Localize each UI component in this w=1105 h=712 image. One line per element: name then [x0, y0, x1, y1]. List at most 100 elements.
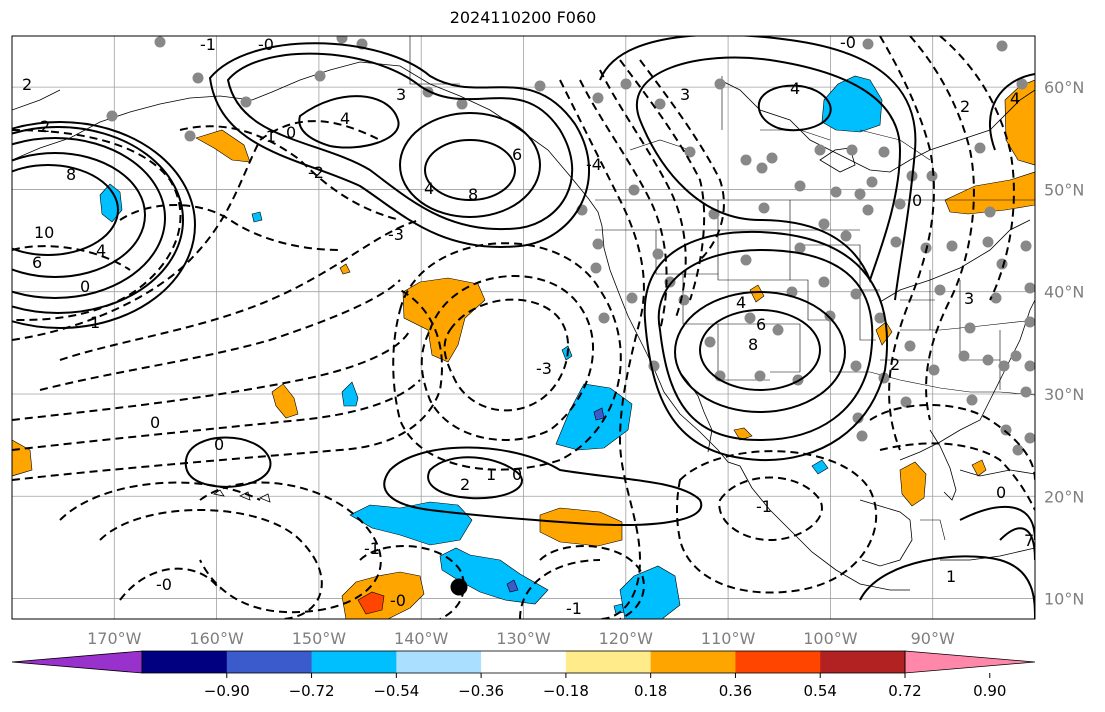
- contour-label: 1: [90, 313, 100, 332]
- contour-label: 6: [32, 253, 42, 272]
- contour-label: 4: [340, 109, 350, 128]
- station-marker: [818, 276, 830, 288]
- station-marker: [754, 370, 766, 382]
- station-marker: [850, 288, 862, 300]
- station-marker: [862, 204, 874, 216]
- station-marker: [714, 78, 726, 90]
- shading-negative: [99, 75, 883, 619]
- contour-label: 8: [748, 335, 758, 354]
- contour-label: 2: [460, 475, 470, 494]
- longitude-tick-label: 170°W: [87, 629, 142, 648]
- station-marker: [862, 38, 874, 50]
- contour-label: 8: [66, 165, 76, 184]
- contour-label: -0: [840, 33, 856, 52]
- colorbar-tick-label: 0.90: [973, 682, 1006, 700]
- contour-label: 3: [680, 85, 690, 104]
- station-marker: [652, 248, 664, 260]
- contour-label: -0: [156, 575, 172, 594]
- longitude-labels: 170°W 160°W 150°W 140°W 130°W 120°W 110°W 100°W…: [87, 629, 955, 648]
- colorbar-tick-label: −0.54: [373, 682, 419, 700]
- colorbar-tick-label: −0.90: [204, 682, 250, 700]
- colorbar-extend-high: [904, 650, 1036, 674]
- station-marker: [534, 80, 546, 92]
- station-marker: [106, 110, 118, 122]
- contour-label: -1: [260, 127, 276, 146]
- contour-label: 0: [150, 413, 160, 432]
- contour-label: 0: [512, 465, 522, 484]
- colorbar-segment: [650, 651, 736, 673]
- colorbar-tick-label: −0.72: [289, 682, 335, 700]
- station-marker: [840, 230, 852, 242]
- station-marker: [1024, 316, 1035, 328]
- station-marker: [766, 152, 778, 164]
- contours-negative: [12, 36, 1035, 619]
- station-marker: [818, 218, 830, 230]
- colorbar-outline: [141, 650, 906, 674]
- coastlines: [12, 61, 1035, 591]
- contour-label: 6: [756, 315, 766, 334]
- contour-label: 1: [946, 567, 956, 586]
- contour-label: -1: [200, 35, 216, 54]
- station-marker: [336, 36, 348, 44]
- station-marker: [814, 144, 826, 156]
- station-marker: [684, 146, 696, 158]
- station-markers: [106, 36, 1035, 456]
- station-marker: [592, 92, 604, 104]
- contour-label: 10: [34, 223, 54, 242]
- latitude-tick-label: 20°N: [1044, 487, 1084, 506]
- colorbar-segment: [142, 651, 228, 673]
- station-marker: [904, 340, 916, 352]
- station-marker: [964, 322, 976, 334]
- station-marker: [966, 394, 978, 406]
- contour-label: -3: [536, 359, 552, 378]
- contour-label: 4: [736, 293, 746, 312]
- latitude-tick-label: 50°N: [1044, 180, 1084, 199]
- station-marker: [758, 202, 770, 214]
- station-marker: [456, 98, 468, 110]
- station-marker: [996, 40, 1008, 52]
- colorbar-segment: [226, 651, 313, 673]
- station-marker: [850, 360, 862, 372]
- contour-label: -4: [586, 155, 602, 174]
- station-marker: [874, 312, 886, 324]
- station-marker: [856, 430, 868, 442]
- contour-label: 2: [890, 355, 900, 374]
- station-marker: [926, 170, 938, 182]
- station-marker: [744, 312, 756, 324]
- station-marker: [974, 142, 986, 154]
- colorbar-segment: [565, 651, 652, 673]
- latitude-tick-label: 40°N: [1044, 283, 1084, 302]
- station-marker: [740, 254, 752, 266]
- station-marker: [928, 364, 940, 376]
- station-marker: [314, 70, 326, 82]
- longitude-tick-label: 120°W: [599, 629, 654, 648]
- station-marker: [894, 198, 906, 210]
- station-marker: [794, 242, 806, 254]
- station-marker: [1024, 360, 1035, 372]
- contour-label: -1: [364, 539, 380, 558]
- contour-label: -1: [566, 599, 582, 618]
- station-marker: [998, 360, 1010, 372]
- latitude-labels: 60°N 50°N 40°N 30°N 20°N 10°N: [1044, 78, 1084, 608]
- contour-label: 4: [790, 79, 800, 98]
- station-marker: [846, 144, 858, 156]
- latitude-tick-label: 30°N: [1044, 385, 1084, 404]
- contour-label: 0: [80, 277, 90, 296]
- colorbar-tick-label: −0.36: [458, 682, 504, 700]
- contour-label: 0: [214, 435, 224, 454]
- contour-label: 0: [996, 483, 1006, 502]
- colorbar-segment: [311, 651, 397, 673]
- station-marker: [756, 162, 768, 174]
- colorbar-segment: [481, 651, 567, 673]
- station-marker: [934, 284, 946, 296]
- contour-label: 2: [40, 117, 50, 136]
- colorbar-tick-label: 0.36: [719, 682, 752, 700]
- station-marker: [1000, 424, 1012, 436]
- station-marker: [184, 130, 196, 142]
- colorbar-tick-label: 0.72: [888, 682, 921, 700]
- longitude-tick-label: 110°W: [701, 629, 756, 648]
- contour-label: 3: [964, 289, 974, 308]
- contour-label: 1: [486, 465, 496, 484]
- station-marker: [990, 292, 1002, 304]
- station-marker: [794, 180, 806, 192]
